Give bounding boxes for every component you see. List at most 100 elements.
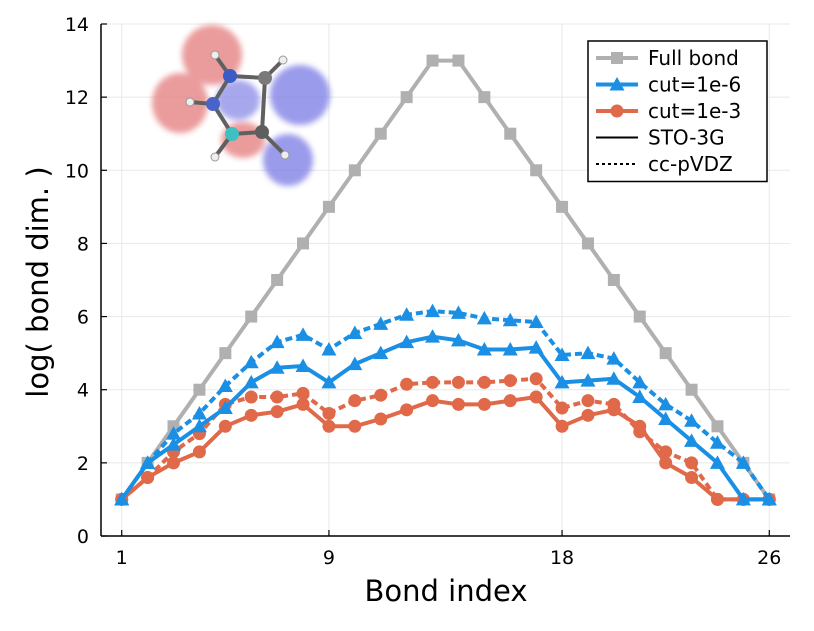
triangle-marker: [425, 303, 441, 318]
triangle-marker: [735, 491, 751, 506]
circle-marker: [218, 419, 232, 433]
atom-hydrogen: [278, 55, 288, 65]
triangle-marker: [166, 437, 182, 451]
circle-marker: [296, 397, 310, 411]
y-tick-label: 14: [65, 14, 89, 36]
square-marker: [426, 54, 439, 67]
square-marker: [193, 383, 206, 396]
atom-carbon: [255, 125, 269, 139]
circle-marker: [633, 419, 647, 433]
atom-hydrogen: [210, 50, 220, 60]
triangle-marker: [632, 374, 648, 389]
atom-hydrogen: [185, 97, 195, 107]
circle-marker: [685, 470, 699, 484]
legend-label: cut=1e-3: [648, 99, 741, 123]
atom-hydrogen: [210, 152, 220, 162]
square-marker: [322, 200, 335, 213]
circle-marker: [141, 470, 155, 484]
legend-entry: STO-3G: [596, 126, 725, 150]
square-marker: [685, 383, 698, 396]
circle-marker: [244, 390, 258, 404]
square-marker: [611, 52, 623, 64]
triangle-marker: [658, 396, 674, 411]
series-cut-1e-6-sto-3g: [114, 329, 777, 506]
triangle-marker: [425, 329, 441, 343]
circle-marker: [503, 374, 517, 388]
triangle-marker: [476, 310, 492, 325]
circle-marker: [451, 375, 465, 389]
triangle-marker: [528, 340, 544, 354]
circle-marker: [685, 456, 699, 470]
circle-marker: [322, 406, 336, 420]
circle-marker: [451, 397, 465, 411]
triangle-marker: [528, 314, 544, 329]
series-line: [120, 58, 771, 501]
triangle-marker: [399, 307, 415, 321]
triangle-marker: [269, 360, 285, 374]
legend-label: Full bond: [648, 46, 739, 70]
square-marker: [400, 91, 413, 104]
legend-entry: cc-pVDZ: [596, 152, 733, 176]
atom-nitrogen: [223, 69, 237, 83]
x-tick-label: 9: [323, 547, 335, 569]
legend-entry: cut=1e-6: [596, 73, 741, 97]
circle-marker: [426, 394, 440, 408]
square-marker: [219, 347, 232, 360]
circle-marker: [503, 394, 517, 408]
series-group: [114, 54, 777, 506]
circle-marker: [555, 401, 569, 415]
orbital-lobe-blue: [216, 80, 260, 120]
y-tick-label: 4: [77, 380, 89, 402]
circle-marker: [400, 377, 414, 391]
square-marker: [581, 237, 594, 250]
triangle-marker: [450, 332, 466, 347]
triangle-marker: [243, 354, 259, 369]
legend-label: cc-pVDZ: [648, 152, 733, 176]
triangle-marker: [554, 374, 570, 389]
atom-hydrogen: [280, 150, 290, 160]
y-tick-label: 8: [77, 233, 89, 255]
circle-marker: [192, 445, 206, 459]
circle-marker: [477, 375, 491, 389]
circle-marker: [426, 375, 440, 389]
circle-marker: [270, 390, 284, 404]
atom-nitrogen: [206, 97, 220, 111]
triangle-marker: [217, 400, 233, 414]
triangle-marker: [684, 413, 700, 427]
triangle-marker: [761, 491, 777, 506]
triangle-marker: [373, 345, 389, 360]
circle-marker: [270, 405, 284, 419]
triangle-marker: [217, 378, 233, 393]
circle-marker: [400, 403, 414, 417]
triangle-marker: [243, 374, 259, 389]
square-marker: [530, 164, 543, 177]
triangle-marker: [166, 426, 182, 440]
triangle-marker: [609, 77, 625, 91]
triangle-marker: [502, 312, 518, 327]
triangle-marker: [450, 305, 466, 319]
triangle-marker: [735, 455, 751, 469]
triangle-marker: [399, 334, 415, 349]
atom-carbon: [258, 71, 272, 85]
triangle-marker: [476, 341, 492, 356]
square-marker: [504, 127, 517, 140]
circle-marker: [167, 456, 181, 470]
square-marker: [374, 127, 387, 140]
triangle-marker: [295, 358, 311, 372]
orbital-lobe-blue: [270, 65, 330, 125]
square-marker: [452, 54, 465, 67]
triangle-marker: [658, 411, 674, 425]
triangle-marker: [606, 371, 622, 385]
circle-marker: [581, 394, 595, 408]
triangle-marker: [191, 405, 207, 420]
triangle-marker: [554, 347, 570, 361]
square-marker: [297, 237, 310, 250]
tick-labels: 0 2 4 6 8 10 12 14 1 9 18 26: [65, 14, 782, 569]
square-marker: [478, 91, 491, 104]
triangle-marker: [295, 327, 311, 341]
triangle-marker: [321, 341, 337, 356]
legend-entry: cut=1e-3: [596, 99, 741, 123]
x-axis-title: Bond index: [365, 574, 528, 608]
circle-marker: [529, 390, 543, 404]
x-tick-label: 1: [116, 547, 128, 569]
